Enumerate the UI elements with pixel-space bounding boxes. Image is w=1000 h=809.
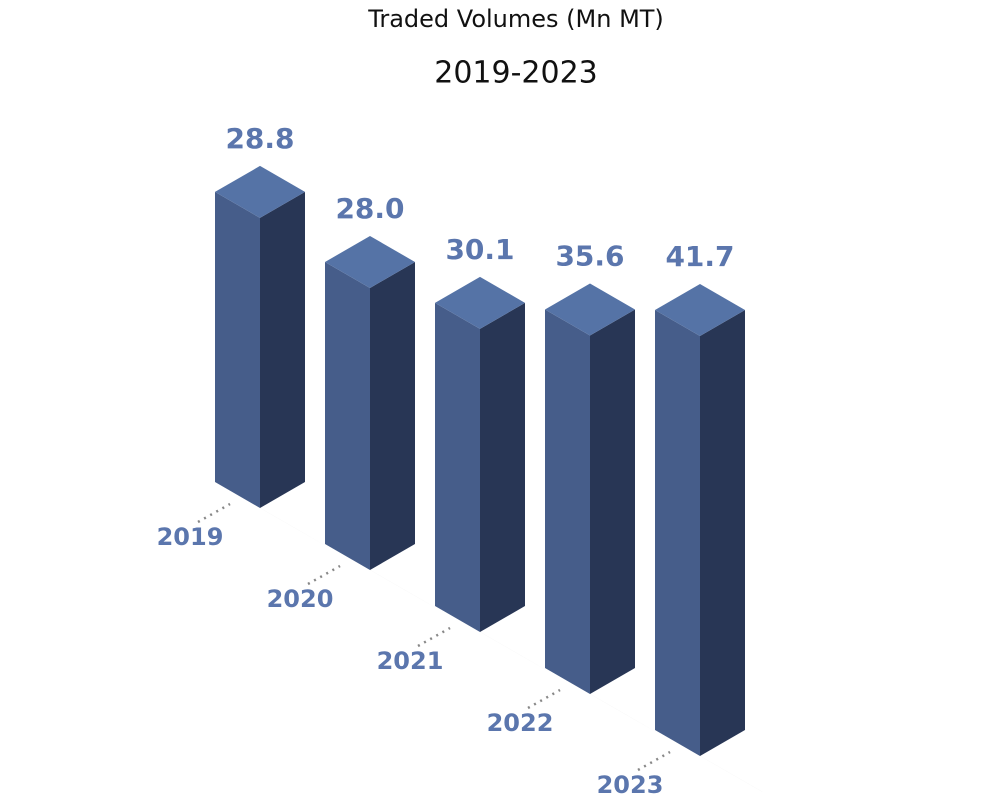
chart-title: Traded Volumes (Mn MT) bbox=[367, 5, 664, 33]
bar-top-face bbox=[545, 283, 635, 336]
x-tick-label: 2019 bbox=[157, 523, 224, 551]
value-label: 30.1 bbox=[445, 233, 514, 266]
x-tick-label: 2022 bbox=[487, 709, 554, 737]
bar-left-face bbox=[215, 191, 260, 509]
x-tick-label: 2020 bbox=[267, 585, 334, 613]
leader-line bbox=[417, 626, 451, 648]
bar-left-face bbox=[435, 302, 480, 632]
value-label: 41.7 bbox=[665, 240, 734, 273]
value-label: 35.6 bbox=[555, 239, 624, 272]
bar-left-face bbox=[655, 310, 700, 756]
x-tick-label: 2021 bbox=[377, 647, 444, 675]
bar-right-face bbox=[590, 309, 635, 694]
value-label: 28.0 bbox=[335, 192, 404, 225]
bar-right-face bbox=[370, 261, 415, 570]
bar-top-face bbox=[655, 284, 745, 336]
bar-right-face bbox=[480, 302, 525, 632]
bar-top-face bbox=[435, 276, 525, 329]
chart-subtitle: 2019-2023 bbox=[434, 56, 598, 91]
bar-left-face bbox=[325, 261, 370, 570]
leader-line bbox=[637, 750, 671, 772]
bar-top-face bbox=[325, 235, 415, 288]
x-tick-label: 2023 bbox=[597, 771, 664, 799]
leader-line bbox=[197, 502, 231, 524]
bar-top-face bbox=[215, 165, 305, 218]
bar-right-face bbox=[700, 310, 745, 756]
leader-line bbox=[527, 688, 561, 710]
value-label: 28.8 bbox=[225, 122, 294, 155]
bar-right-face bbox=[260, 191, 305, 509]
leader-line bbox=[307, 564, 341, 586]
bar-left-face bbox=[545, 309, 590, 694]
